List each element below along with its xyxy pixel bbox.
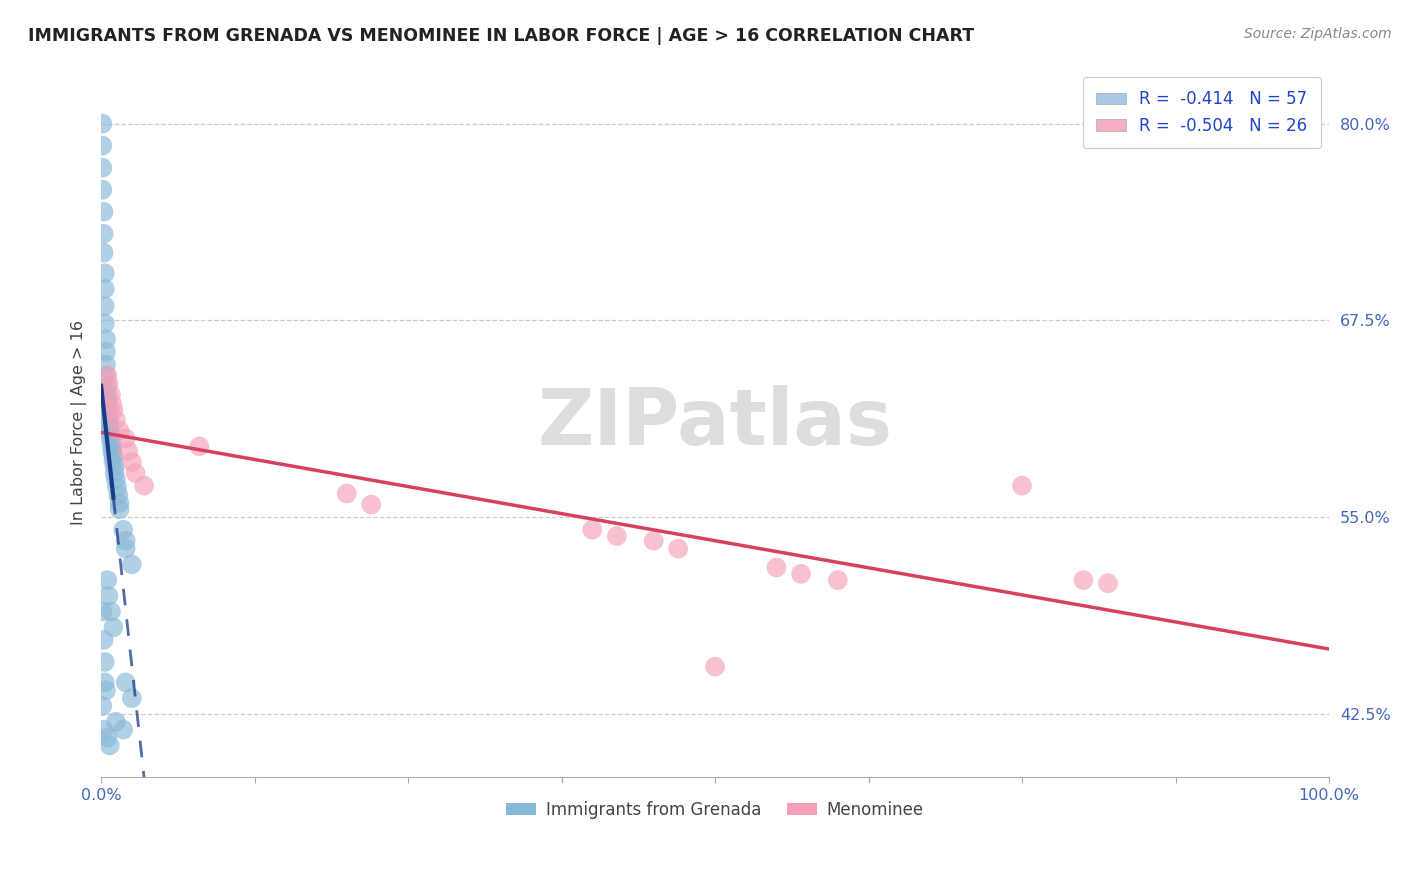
Point [790, 566, 813, 581]
Point [336, 486, 359, 500]
Point [91, 138, 114, 153]
Point [93, 245, 115, 260]
Point [93, 227, 115, 241]
Point [101, 439, 124, 453]
Point [581, 523, 603, 537]
Point [188, 439, 211, 453]
Legend: Immigrants from Grenada, Menominee: Immigrants from Grenada, Menominee [499, 794, 931, 825]
Point [97, 403, 120, 417]
Point [97, 376, 120, 391]
Point [91, 605, 114, 619]
Point [98, 739, 121, 753]
Point [103, 403, 125, 417]
Point [103, 449, 125, 463]
Point [112, 723, 135, 737]
Point [103, 620, 125, 634]
Point [104, 459, 127, 474]
Point [1073, 573, 1095, 587]
Point [96, 395, 118, 409]
Point [93, 632, 115, 647]
Point [108, 424, 131, 438]
Point [93, 204, 115, 219]
Point [104, 472, 127, 486]
Point [93, 723, 115, 737]
Point [96, 731, 118, 745]
Point [606, 529, 628, 543]
Point [94, 282, 117, 296]
Point [132, 478, 155, 492]
Point [105, 480, 128, 494]
Point [94, 683, 117, 698]
Point [103, 453, 125, 467]
Point [107, 488, 129, 502]
Point [94, 358, 117, 372]
Point [1097, 576, 1119, 591]
Point [827, 573, 849, 587]
Text: Source: ZipAtlas.com: Source: ZipAtlas.com [1244, 27, 1392, 41]
Point [94, 299, 117, 313]
Point [98, 416, 121, 430]
Point [121, 558, 143, 572]
Point [666, 541, 689, 556]
Point [100, 430, 122, 444]
Point [104, 412, 127, 426]
Point [91, 161, 114, 175]
Point [94, 332, 117, 346]
Point [108, 502, 131, 516]
Point [104, 714, 127, 729]
Point [108, 496, 131, 510]
Point [114, 675, 136, 690]
Point [360, 498, 382, 512]
Point [112, 523, 135, 537]
Point [98, 425, 121, 439]
Point [121, 455, 143, 469]
Point [94, 675, 117, 690]
Point [97, 409, 120, 424]
Point [101, 397, 124, 411]
Point [100, 605, 122, 619]
Point [114, 533, 136, 548]
Point [91, 117, 114, 131]
Point [114, 541, 136, 556]
Point [100, 387, 122, 401]
Point [96, 368, 118, 383]
Point [101, 444, 124, 458]
Point [91, 699, 114, 714]
Point [1011, 478, 1033, 492]
Point [124, 466, 146, 480]
Point [121, 691, 143, 706]
Y-axis label: In Labor Force | Age > 16: In Labor Force | Age > 16 [72, 320, 87, 525]
Point [91, 183, 114, 197]
Point [765, 560, 787, 574]
Point [94, 655, 117, 669]
Point [96, 573, 118, 587]
Text: ZIPatlas: ZIPatlas [537, 384, 893, 460]
Point [97, 589, 120, 603]
Point [114, 432, 136, 446]
Point [94, 266, 117, 280]
Point [94, 317, 117, 331]
Point [117, 444, 139, 458]
Point [94, 344, 117, 359]
Point [704, 659, 727, 673]
Point [96, 379, 118, 393]
Point [94, 368, 117, 383]
Point [643, 533, 665, 548]
Text: IMMIGRANTS FROM GRENADA VS MENOMINEE IN LABOR FORCE | AGE > 16 CORRELATION CHART: IMMIGRANTS FROM GRENADA VS MENOMINEE IN … [28, 27, 974, 45]
Point [98, 420, 121, 434]
Point [96, 387, 118, 401]
Point [104, 466, 127, 480]
Point [100, 434, 122, 449]
